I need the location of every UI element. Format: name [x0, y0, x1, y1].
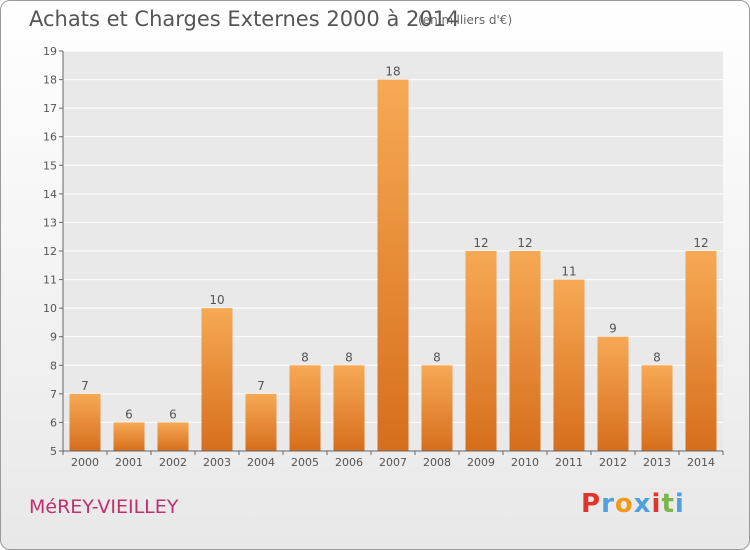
- logo-letter: o: [614, 489, 634, 519]
- x-axis: 2000 2001 2002 2003 2004 2005 2006 2007 2008 2009…: [62, 450, 724, 469]
- data-label-2014: 12: [693, 236, 708, 250]
- chart-title: Achats et Charges Externes 2000 à 2014: [29, 7, 460, 31]
- bar-2001: [113, 422, 145, 451]
- y-tick-label: 18: [43, 74, 57, 87]
- y-tick-label: 15: [43, 159, 57, 172]
- x-tick-label: 2003: [203, 456, 231, 469]
- x-tick-label: 2009: [467, 456, 495, 469]
- bar-2009: [465, 251, 497, 451]
- bar-2006: [333, 365, 365, 451]
- y-tick-label: 10: [43, 302, 57, 315]
- logo-letter: i: [651, 489, 662, 519]
- x-tick-label: 2002: [159, 456, 187, 469]
- data-labels: 7 6 6 10 7 8 8 18 8 12 12 11 9 8 12: [81, 65, 708, 422]
- y-tick-label: 19: [43, 45, 57, 58]
- y-tick-label: 9: [50, 331, 57, 344]
- x-tick-label: 2005: [291, 456, 319, 469]
- logo-letter: i: [674, 489, 685, 519]
- bar-2014: [685, 251, 717, 451]
- chart-subtitle: (en milliers d'€): [418, 13, 513, 27]
- y-tick-label: 6: [50, 416, 57, 429]
- data-label-2001: 6: [125, 407, 133, 421]
- bar-2012: [597, 336, 629, 451]
- data-label-2004: 7: [257, 379, 265, 393]
- logo-letter: t: [661, 489, 675, 519]
- bars: [69, 79, 717, 452]
- logo-letter: x: [633, 489, 652, 519]
- data-label-2009: 12: [473, 236, 488, 250]
- x-tick-label: 2004: [247, 456, 275, 469]
- x-tick-label: 2010: [511, 456, 539, 469]
- x-tick-label: 2006: [335, 456, 363, 469]
- data-label-2003: 10: [209, 293, 224, 307]
- bar-2004: [245, 393, 277, 451]
- x-tick-label: 2011: [555, 456, 583, 469]
- bar-2000: [69, 393, 101, 451]
- x-tick-label: 2007: [379, 456, 407, 469]
- bar-2010: [509, 251, 541, 451]
- logo-letter: r: [601, 489, 615, 519]
- y-tick-label: 13: [43, 216, 57, 229]
- y-tick-label: 8: [50, 359, 57, 372]
- y-tick-label: 11: [43, 274, 57, 287]
- x-tick-label: 2000: [71, 456, 99, 469]
- data-label-2007: 18: [385, 65, 400, 79]
- data-label-2011: 11: [561, 265, 576, 279]
- data-label-2006: 8: [345, 350, 353, 364]
- x-tick-label: 2014: [687, 456, 715, 469]
- data-label-2012: 9: [609, 322, 617, 336]
- x-tick-label: 2008: [423, 456, 451, 469]
- bar-2011: [553, 279, 585, 451]
- y-tick-label: 7: [50, 388, 57, 401]
- bar-2008: [421, 365, 453, 451]
- bar-2005: [289, 365, 321, 451]
- logo-letter: P: [581, 489, 602, 519]
- data-label-2010: 12: [517, 236, 532, 250]
- x-tick-label: 2013: [643, 456, 671, 469]
- bar-2002: [157, 422, 189, 451]
- data-label-2002: 6: [169, 407, 177, 421]
- commune-name: MéREY-VIEILLEY: [29, 496, 179, 518]
- data-label-2005: 8: [301, 350, 309, 364]
- proxiti-logo: Proxiti: [581, 489, 685, 519]
- x-tick-label: 2001: [115, 456, 143, 469]
- data-label-2000: 7: [81, 379, 89, 393]
- y-tick-label: 16: [43, 131, 57, 144]
- y-tick-label: 5: [50, 445, 57, 458]
- data-label-2013: 8: [653, 350, 661, 364]
- y-tick-label: 17: [43, 102, 57, 115]
- x-tick-label: 2012: [599, 456, 627, 469]
- bar-2007: [377, 79, 409, 452]
- bar-2003: [201, 308, 233, 451]
- y-tick-label: 12: [43, 245, 57, 258]
- y-axis: 5 6 7 8 9 10 11 12 13 14 15 16 17 18 19: [43, 45, 64, 458]
- data-label-2008: 8: [433, 350, 441, 364]
- y-tick-label: 14: [43, 188, 57, 201]
- bar-2013: [641, 365, 673, 451]
